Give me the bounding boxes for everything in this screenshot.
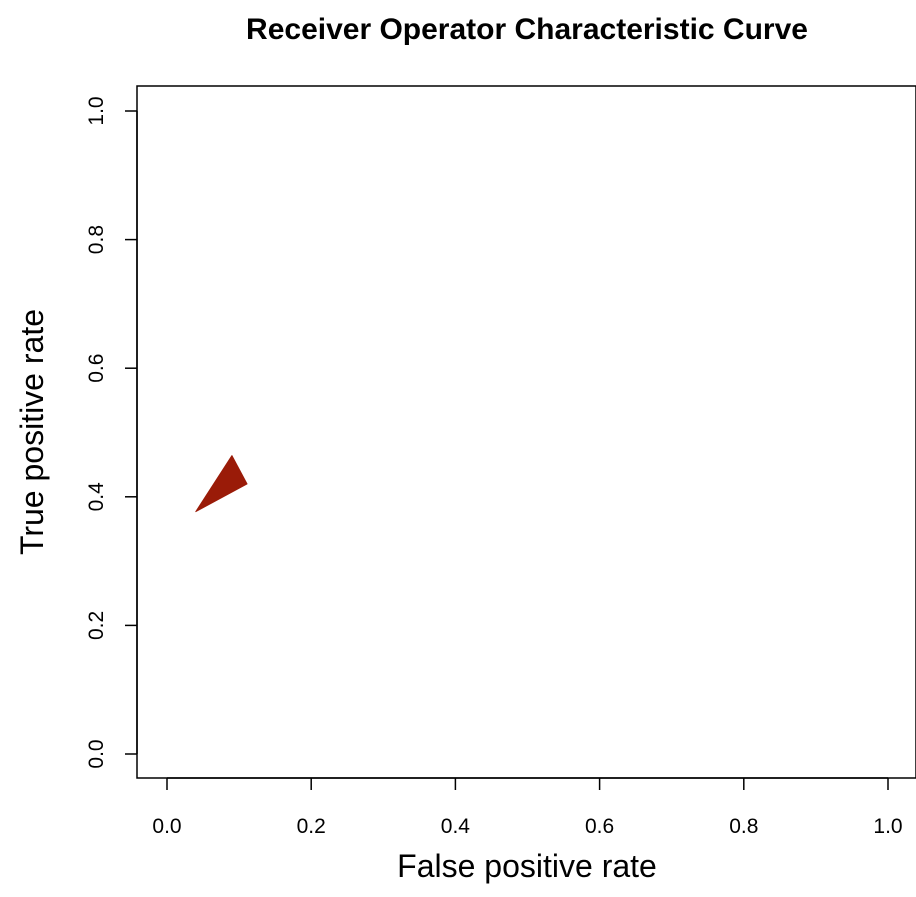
chart-title: Receiver Operator Characteristic Curve (246, 13, 808, 46)
plot-frame (136, 85, 916, 779)
y-tick-label: 0.2 (85, 611, 108, 640)
roc-series-shape (195, 455, 248, 513)
y-axis-label: True positive rate (14, 309, 50, 555)
x-tick-label: 0.2 (297, 815, 326, 838)
x-tick-label: 0.8 (729, 815, 758, 838)
series-layer (195, 455, 248, 513)
x-tick-label: 0.6 (585, 815, 614, 838)
x-tick-label: 0.0 (152, 815, 181, 838)
y-tick-label: 0.8 (85, 225, 108, 254)
y-tick-label: 1.0 (85, 96, 108, 125)
y-tick-label: 0.6 (85, 354, 108, 383)
x-tick-label: 1.0 (873, 815, 902, 838)
y-tick-label: 0.0 (85, 739, 108, 768)
x-axis-label: False positive rate (397, 848, 657, 884)
y-tick-label: 0.4 (85, 482, 108, 512)
y-axis: 0.0 0.2 0.4 0.6 0.8 1.0 (85, 96, 138, 769)
x-tick-label: 0.4 (441, 815, 471, 838)
x-axis: 0.0 0.2 0.4 0.6 0.8 1.0 (152, 777, 903, 838)
